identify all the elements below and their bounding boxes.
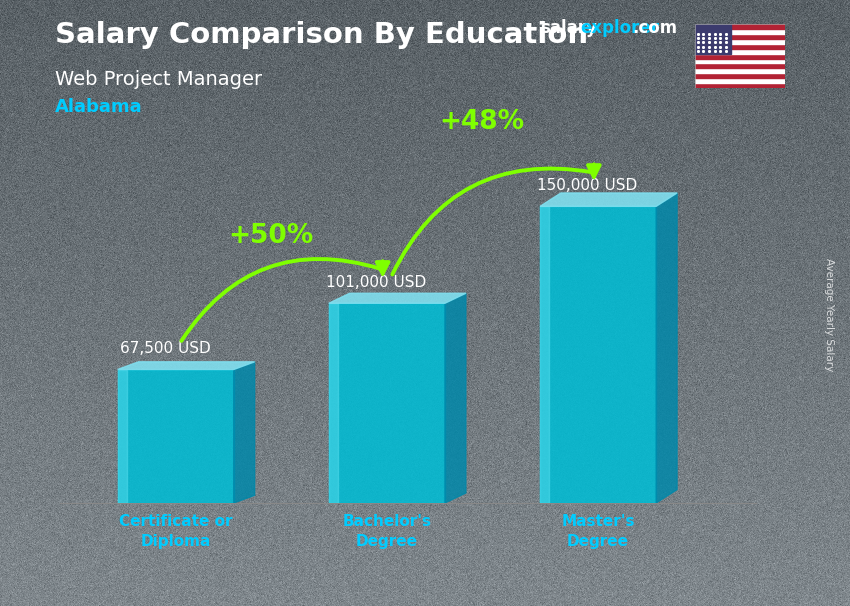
Text: Average Yearly Salary: Average Yearly Salary xyxy=(824,259,834,371)
Bar xyxy=(329,303,338,503)
Bar xyxy=(695,44,785,48)
Polygon shape xyxy=(329,293,466,303)
Text: +50%: +50% xyxy=(228,223,314,249)
Bar xyxy=(695,34,785,39)
Bar xyxy=(695,68,785,73)
Bar xyxy=(695,19,731,53)
Text: 67,500 USD: 67,500 USD xyxy=(120,341,211,356)
Text: Salary Comparison By Education: Salary Comparison By Education xyxy=(55,21,588,49)
Bar xyxy=(695,39,785,44)
Polygon shape xyxy=(540,193,677,207)
Polygon shape xyxy=(234,362,255,503)
Text: .com: .com xyxy=(632,19,677,38)
Bar xyxy=(695,73,785,78)
Bar xyxy=(540,207,549,503)
Text: 101,000 USD: 101,000 USD xyxy=(326,275,427,290)
Bar xyxy=(695,83,785,88)
Polygon shape xyxy=(656,193,677,503)
Bar xyxy=(540,207,656,503)
Polygon shape xyxy=(117,362,255,370)
Bar xyxy=(695,29,785,34)
Text: 150,000 USD: 150,000 USD xyxy=(537,178,638,193)
Text: Alabama: Alabama xyxy=(55,98,143,116)
Text: explorer: explorer xyxy=(581,19,660,38)
Polygon shape xyxy=(445,293,466,503)
Bar xyxy=(117,370,127,503)
Bar xyxy=(117,370,234,503)
Bar xyxy=(695,64,785,68)
Bar xyxy=(695,59,785,64)
Bar xyxy=(695,48,785,53)
Bar xyxy=(695,24,785,29)
Text: +48%: +48% xyxy=(439,109,524,135)
Bar xyxy=(329,303,445,503)
Text: salary: salary xyxy=(540,19,597,38)
Text: Web Project Manager: Web Project Manager xyxy=(55,70,263,88)
Bar xyxy=(695,78,785,83)
Bar xyxy=(695,53,785,59)
